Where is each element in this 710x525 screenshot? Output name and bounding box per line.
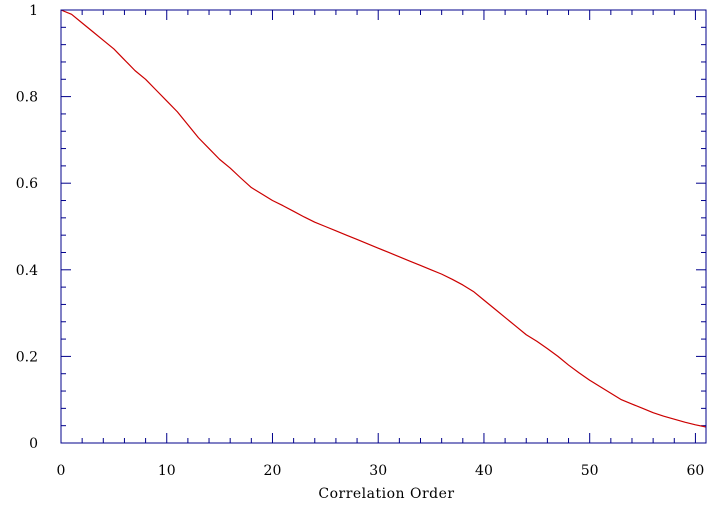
x-tick-label: 30: [369, 463, 387, 479]
y-tick-label: 0.4: [16, 263, 38, 279]
x-tick-label: 40: [475, 463, 493, 479]
y-tick-label: 0.8: [16, 90, 38, 106]
y-tick-label: 1: [29, 3, 38, 19]
series-line-0: [60, 9, 707, 428]
y-tick-label: 0: [29, 436, 38, 452]
x-axis-title: Correlation Order: [318, 486, 454, 502]
tick-labels: 0 10 20 30 40 50 60 0 0.2 0.4 0.6 0.8 1: [16, 3, 705, 479]
series-layer: [60, 9, 707, 428]
tick-marks: [60, 9, 706, 444]
y-tick-label: 0.2: [16, 349, 38, 365]
x-tick-label: 10: [158, 463, 176, 479]
y-tick-label: 0.6: [16, 176, 38, 192]
x-tick-label: 0: [57, 463, 66, 479]
plot-frame: [60, 9, 707, 444]
x-tick-label: 50: [581, 463, 599, 479]
x-tick-label: 60: [687, 463, 705, 479]
x-tick-label: 20: [264, 463, 282, 479]
